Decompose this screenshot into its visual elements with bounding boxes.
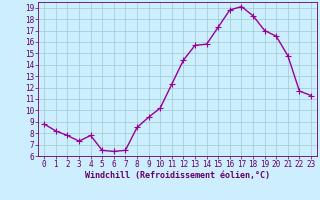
X-axis label: Windchill (Refroidissement éolien,°C): Windchill (Refroidissement éolien,°C) xyxy=(85,171,270,180)
